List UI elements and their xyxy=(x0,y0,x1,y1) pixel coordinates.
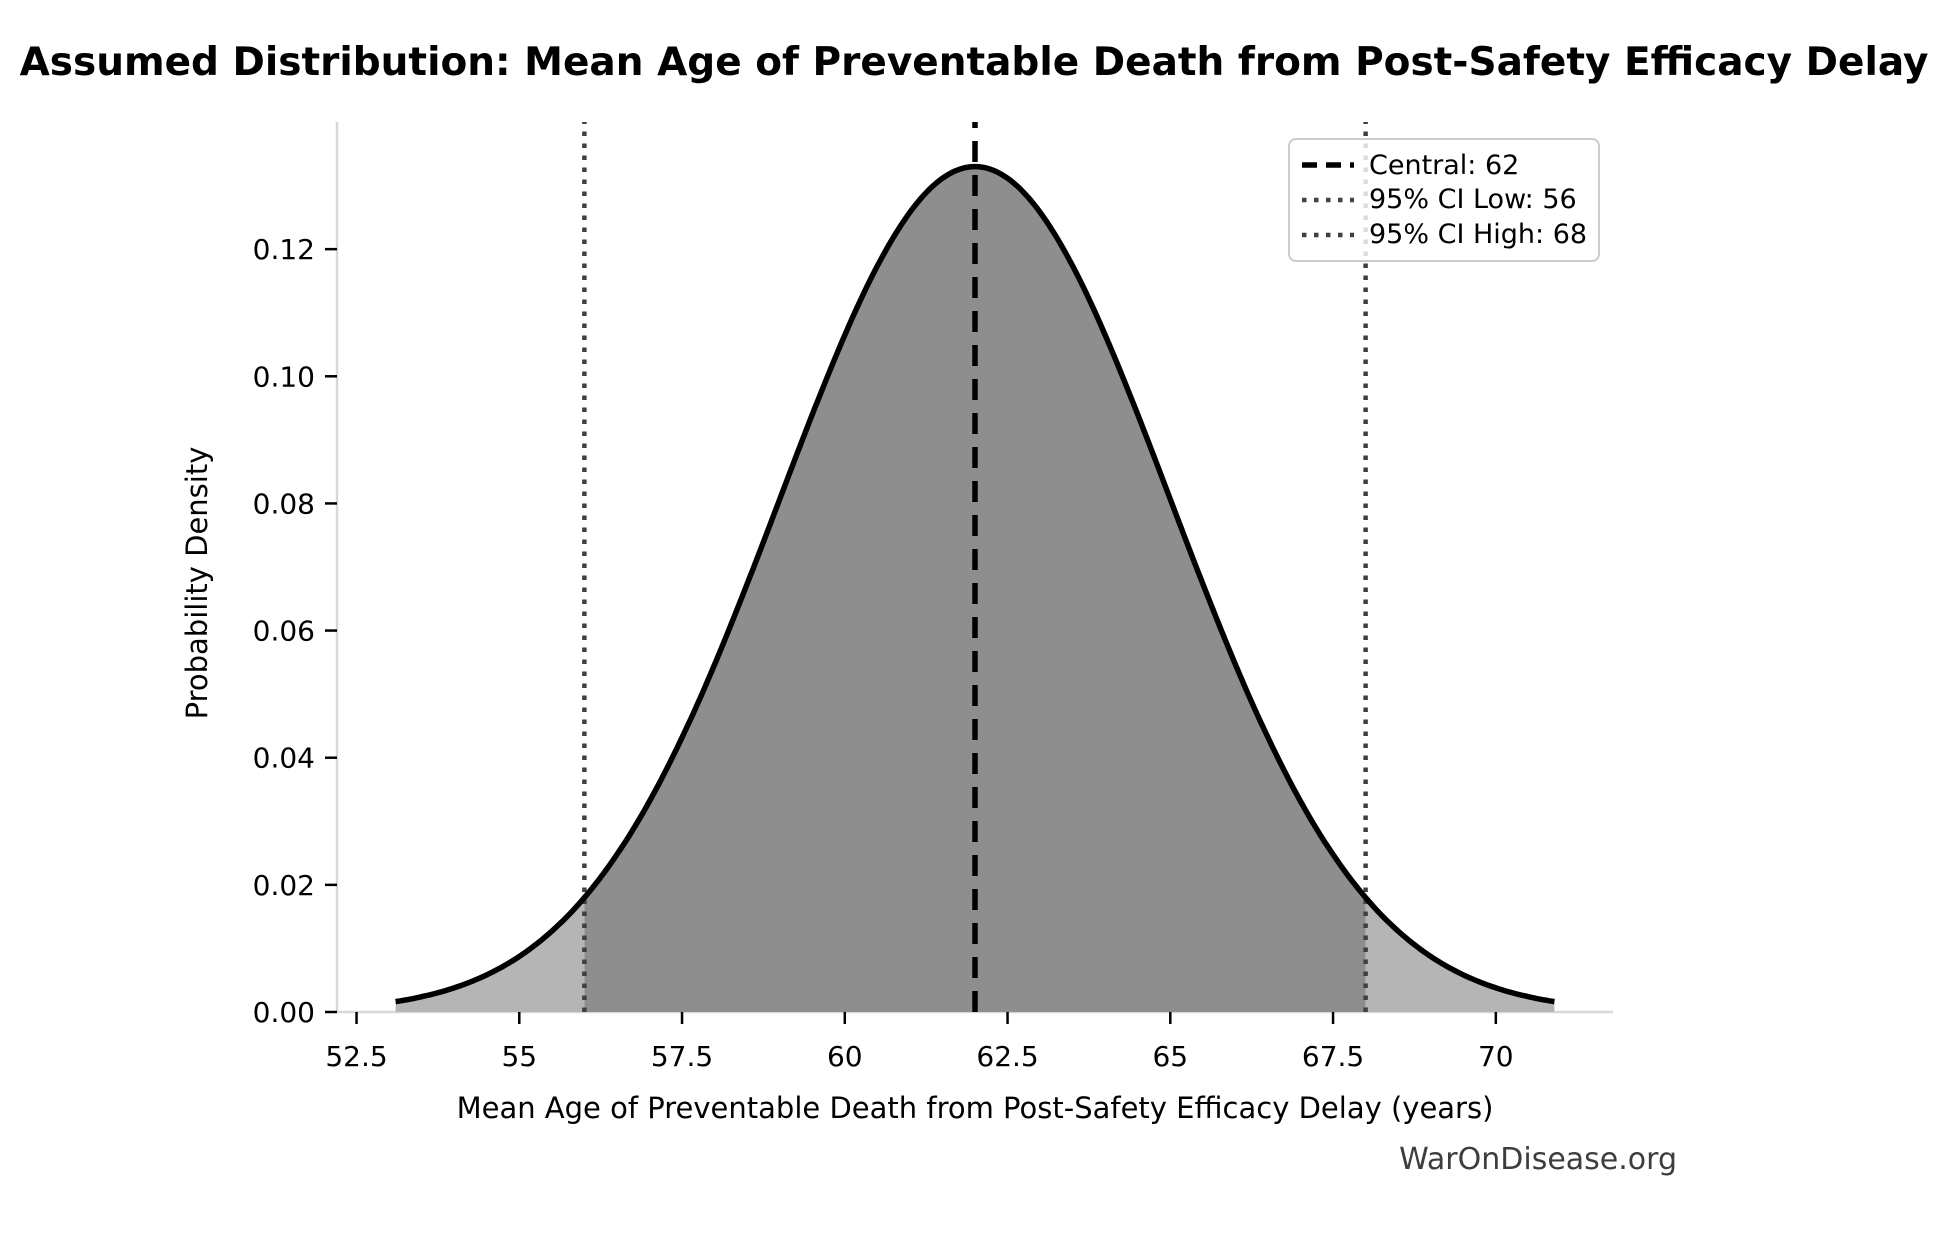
legend-label: Central: 62 xyxy=(1369,149,1520,181)
x-tick-label: 60 xyxy=(827,1040,863,1073)
legend-item-ci-low: 95% CI Low: 56 xyxy=(1302,183,1586,217)
y-tick-label: 0.00 xyxy=(253,996,315,1029)
x-tick-label: 70 xyxy=(1478,1040,1514,1073)
y-tick-label: 0.08 xyxy=(253,487,315,520)
axis-ticks xyxy=(325,247,1498,1024)
watermark-text: WarOnDisease.org xyxy=(1399,1142,1677,1177)
dashed-line-icon xyxy=(1302,162,1354,169)
chart-title: Assumed Distribution: Mean Age of Preven… xyxy=(19,40,1929,85)
x-axis-label: Mean Age of Preventable Death from Post-… xyxy=(456,1091,1494,1125)
legend-label: 95% CI High: 68 xyxy=(1369,219,1588,251)
x-tick-label: 67.5 xyxy=(1302,1040,1364,1073)
dotted-line-icon xyxy=(1302,197,1354,203)
x-tick-label: 55 xyxy=(501,1040,537,1073)
x-tick-label: 65 xyxy=(1152,1040,1188,1073)
y-tick-label: 0.04 xyxy=(253,742,315,775)
x-tick-label: 57.5 xyxy=(651,1040,713,1073)
tick-labels: 52.5 55 57.5 60 62.5 65 67.5 70 0.00 0.02 0.04 0.06… xyxy=(253,233,1514,1073)
tail-fill-left xyxy=(395,897,585,1012)
legend-item-ci-high: 95% CI High: 68 xyxy=(1302,218,1588,252)
legend-label: 95% CI Low: 56 xyxy=(1369,184,1577,216)
legend: Central: 62 95% CI Low: 56 95% CI High: … xyxy=(1288,138,1600,262)
x-tick-label: 52.5 xyxy=(325,1040,387,1073)
y-tick-label: 0.02 xyxy=(253,869,315,902)
legend-item-central: Central: 62 xyxy=(1302,148,1586,182)
reference-lines xyxy=(582,122,1368,1012)
y-axis-label: Probability Density xyxy=(180,446,214,720)
y-tick-label: 0.10 xyxy=(253,360,315,393)
y-tick-label: 0.06 xyxy=(253,615,315,648)
density-curve xyxy=(395,163,1555,1005)
y-tick-label: 0.12 xyxy=(253,233,315,266)
tail-fill-right xyxy=(1365,897,1555,1012)
x-tick-label: 62.5 xyxy=(976,1040,1038,1073)
dotted-line-icon xyxy=(1302,232,1354,238)
